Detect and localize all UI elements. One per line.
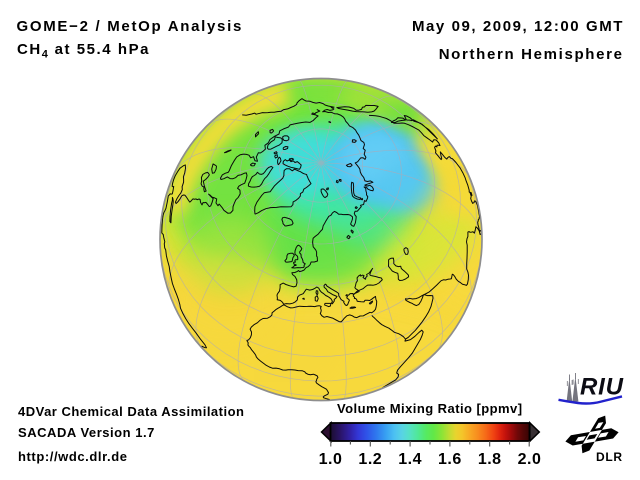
svg-text:RIU: RIU xyxy=(580,374,624,401)
svg-text:DLR: DLR xyxy=(596,450,623,464)
